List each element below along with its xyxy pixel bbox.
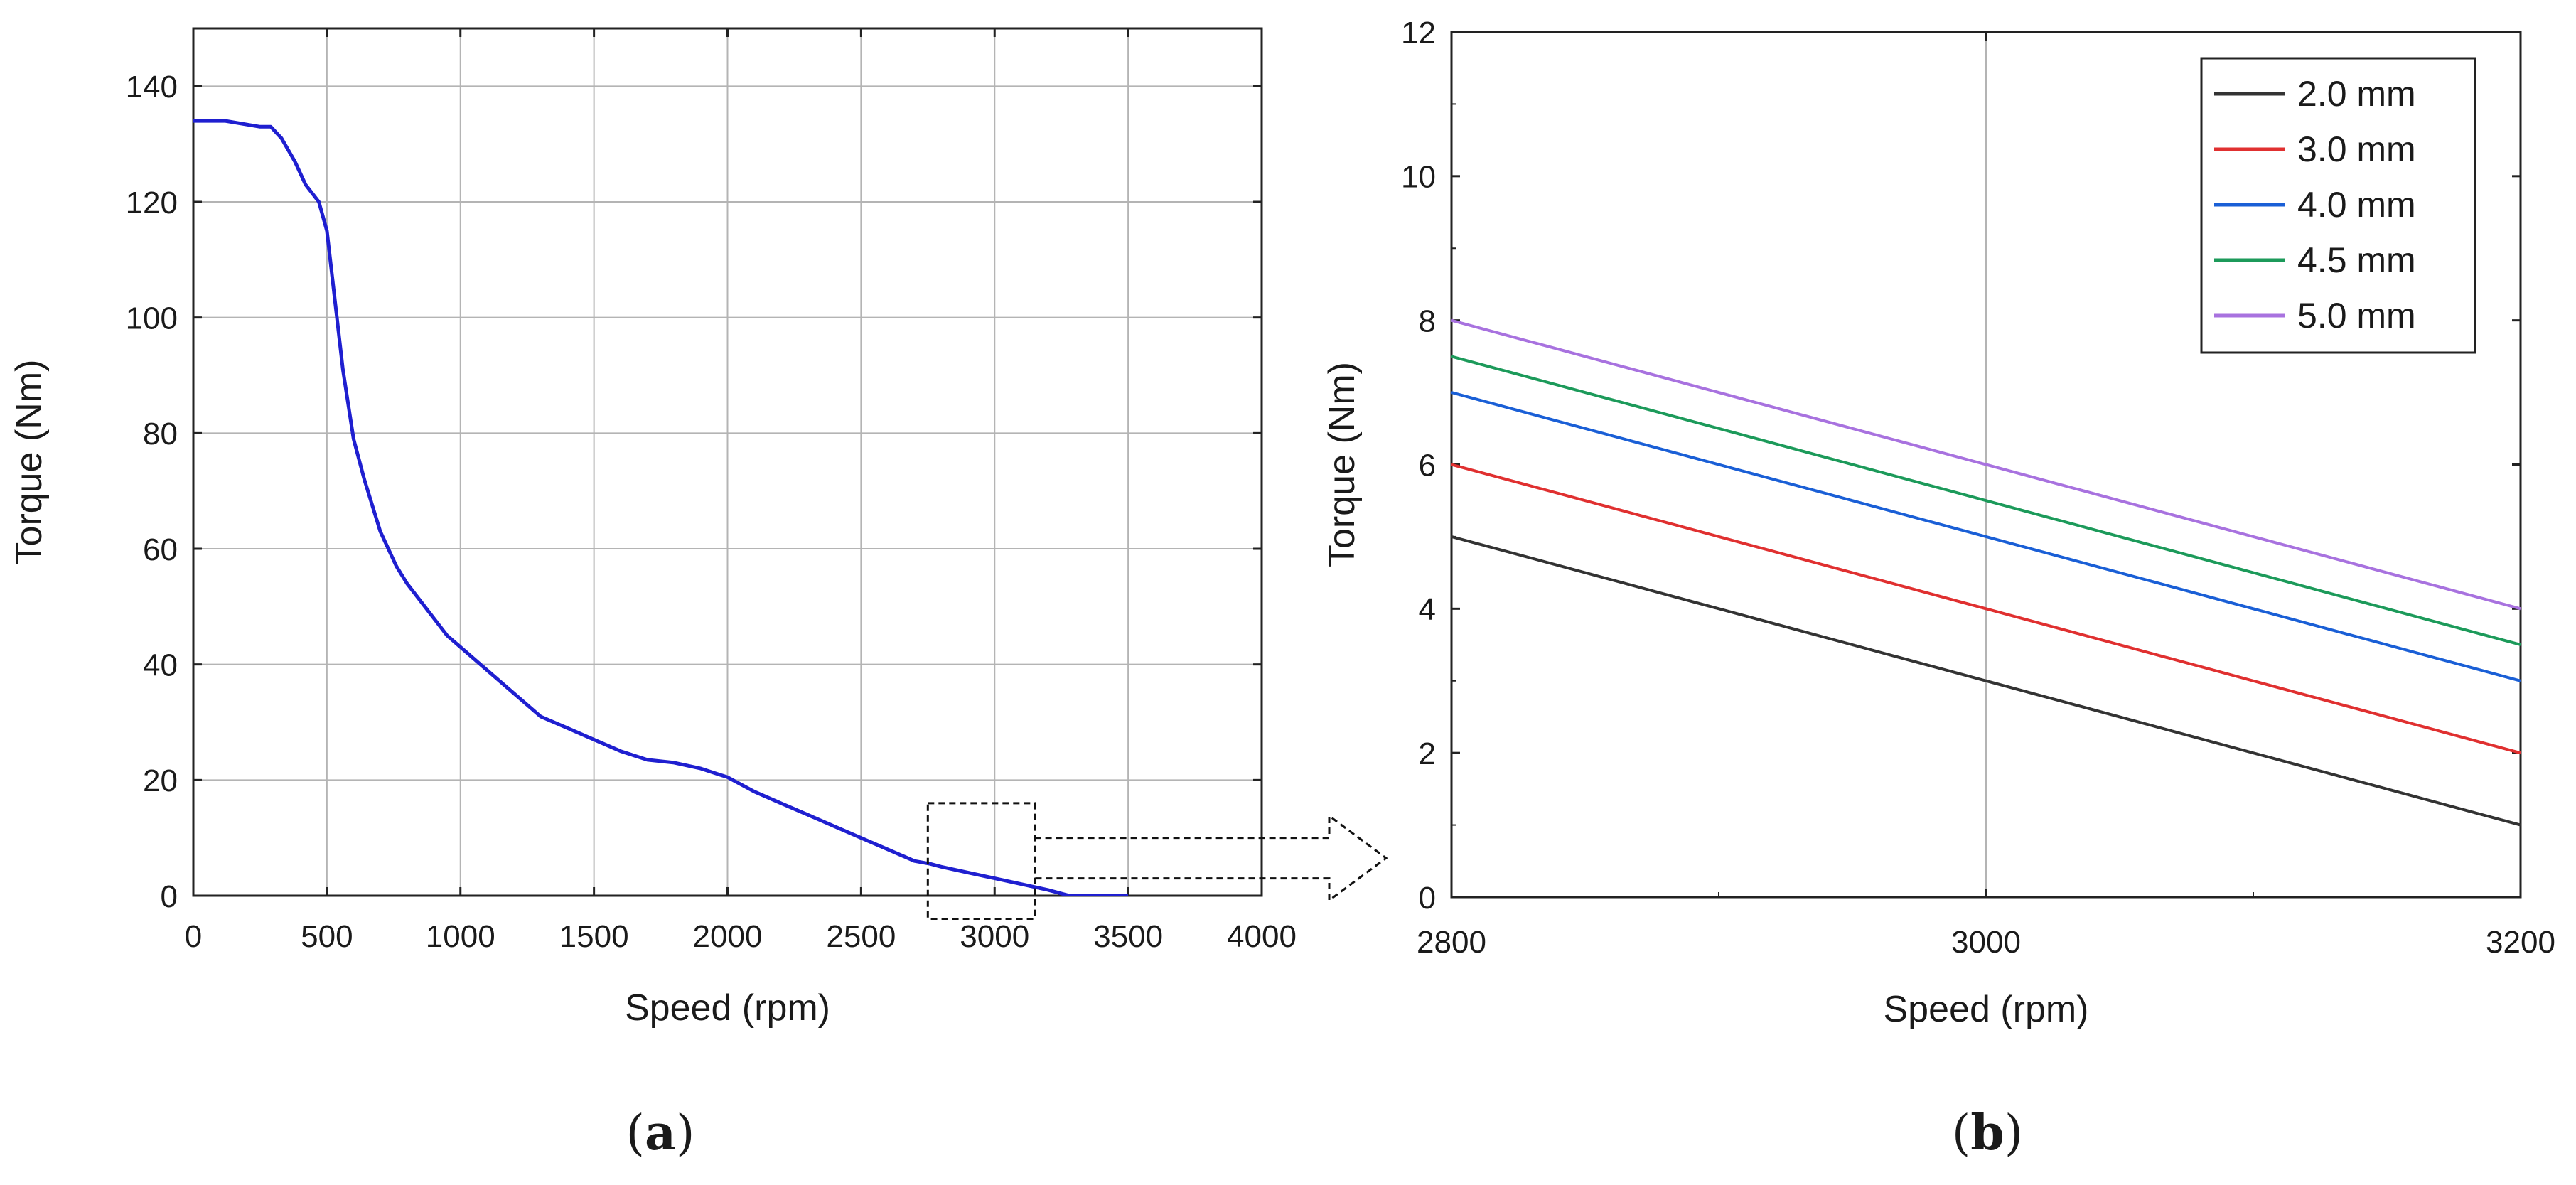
x-axis-label: Speed (rpm) <box>625 987 830 1029</box>
y-axis-label: Torque (Nm) <box>9 360 50 565</box>
y-tick-label: 2 <box>1419 736 1436 771</box>
x-tick-label: 3200 <box>2486 925 2555 960</box>
x-tick-label: 2000 <box>693 919 763 954</box>
series-line-2-0-mm <box>1451 535 2521 827</box>
series-line-5-0-mm <box>1451 318 2521 611</box>
x-tick-label: 1500 <box>559 919 629 954</box>
x-tick-label: 4000 <box>1227 919 1297 954</box>
caption-a-letter: a <box>645 1105 676 1162</box>
x-tick-label: 2500 <box>826 919 896 954</box>
x-tick-label: 3000 <box>1951 925 2021 960</box>
y-tick-label: 4 <box>1419 592 1436 627</box>
y-tick-label: 120 <box>126 186 178 220</box>
series-line-4-5-mm <box>1451 355 2521 646</box>
x-tick-label: 500 <box>301 919 353 954</box>
y-tick-label: 8 <box>1419 304 1436 339</box>
legend-label: 4.0 mm <box>2297 185 2416 225</box>
caption-a: (a) <box>626 1105 694 1162</box>
zoom-box <box>926 802 1036 921</box>
chart-a: 0 500 1000 1500 2000 2500 3000 3500 4000 0 20 40 60 8… <box>9 27 1297 1029</box>
y-tick-label: 12 <box>1401 16 1436 50</box>
y-tick-label: 100 <box>126 301 178 336</box>
legend-label: 5.0 mm <box>2297 296 2416 336</box>
series-group <box>193 119 1129 896</box>
legend-label: 3.0 mm <box>2297 129 2416 169</box>
caption-b: (b) <box>1952 1105 2024 1162</box>
y-tick-label: 40 <box>143 648 178 683</box>
legend-label: 4.5 mm <box>2297 240 2416 280</box>
x-tick-label: 1000 <box>426 919 495 954</box>
x-axis-label: Speed (rpm) <box>1884 989 2089 1030</box>
y-tick-label: 6 <box>1419 448 1436 483</box>
caption-b-letter: b <box>1970 1105 2005 1162</box>
y-tick-label: 20 <box>143 763 178 798</box>
y-tick-label: 0 <box>1419 881 1436 916</box>
series-line-4-0-mm <box>1451 391 2521 682</box>
y-axis-label: Torque (Nm) <box>1321 362 1363 567</box>
y-tick-label: 80 <box>143 417 178 451</box>
series-line-3-0-mm <box>1451 463 2521 755</box>
y-tick-label: 10 <box>1401 160 1436 195</box>
x-tick-label: 3500 <box>1093 919 1163 954</box>
y-tick-label: 0 <box>161 879 178 914</box>
zoom-arrow-outline <box>1034 813 1388 903</box>
x-tick-label: 3000 <box>960 919 1029 954</box>
legend-label: 2.0 mm <box>2297 74 2416 114</box>
y-tick-label: 140 <box>126 70 178 104</box>
x-tick-label: 0 <box>185 919 202 954</box>
series-group <box>1451 318 2521 827</box>
y-tick-label: 60 <box>143 532 178 567</box>
chart-b: 2800 3000 3200 0 2 4 6 8 10 12 Speed (rpm) Torque (… <box>1321 16 2555 1030</box>
legend: 2.0 mm 3.0 mm 4.0 mm 4.5 mm 5.0 mm <box>2200 57 2476 354</box>
zoom-arrow <box>1034 813 1388 903</box>
series-line <box>193 119 1129 896</box>
x-tick-label: 2800 <box>1417 925 1486 960</box>
